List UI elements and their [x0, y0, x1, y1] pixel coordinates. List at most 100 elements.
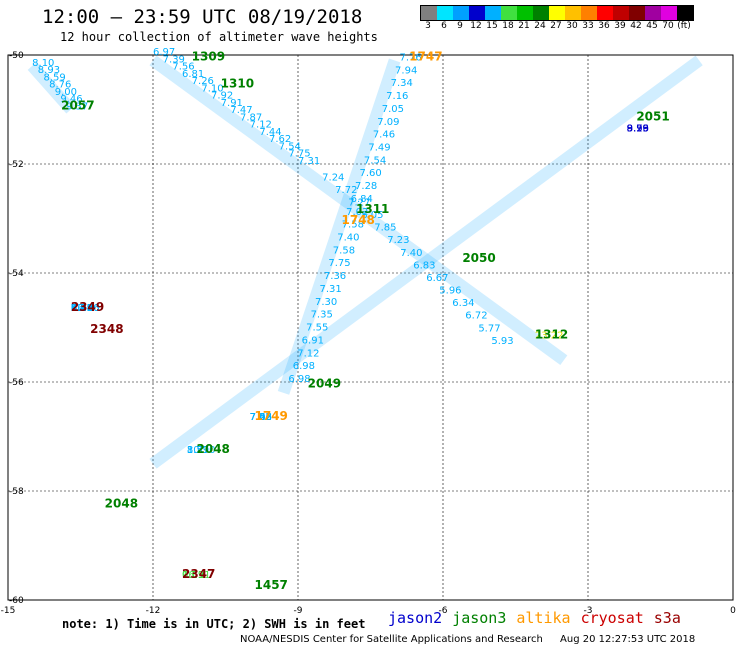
swh-value-label: 7.75: [288, 149, 310, 160]
swh-value-label: 7.36: [324, 271, 346, 282]
colorbar-swatch: [453, 6, 469, 20]
x-tick-label: -3: [584, 606, 593, 616]
x-tick-label: 0: [730, 606, 736, 616]
swh-value-label: 7.02: [346, 207, 368, 218]
colorbar-swatch: [645, 6, 661, 20]
colorbar-swatch: [501, 6, 517, 20]
swh-value-label: 7.56: [250, 412, 272, 423]
swh-value-label: 6.72: [71, 303, 93, 314]
colorbar-label: 45: [646, 21, 658, 31]
colorbar-swatch: [629, 6, 645, 20]
swh-value-label: 7.91: [221, 98, 243, 109]
pass-time-label: 1311: [356, 202, 389, 216]
swh-value-label: 7.12: [250, 120, 272, 131]
swh-value-label: 8.79: [627, 123, 649, 134]
swh-value-label: 6.98: [293, 361, 315, 372]
note-text: note: 1) Time is in UTC; 2) SWH is in fe…: [62, 617, 366, 631]
swh-value-label: 7.72: [335, 185, 357, 196]
colorbar-label: 30: [566, 21, 578, 31]
pass-time-label: 1457: [255, 578, 288, 592]
swh-value-label: 6.34: [452, 298, 474, 309]
swh-value-label: 9.51: [71, 303, 93, 314]
swh-value-label: 7.76: [400, 52, 422, 63]
swh-value-label: 5.95: [71, 303, 93, 314]
colorbar-label: 33: [582, 21, 594, 31]
legend-item-s3a: s3a: [653, 609, 681, 627]
swh-value-label: 8.77: [187, 445, 209, 456]
colorbar-label: 70: [662, 21, 674, 31]
swh-value-label: 7.28: [355, 181, 377, 192]
swh-value-label: 7.35: [71, 303, 93, 314]
y-tick-label: -58: [9, 487, 24, 497]
swh-value-label: 7.46: [373, 130, 395, 141]
y-tick-label: -60: [9, 596, 24, 606]
grid: -15 -12 -9 -6 -3 0 -50 -52 -54 -56 -58 -60: [1, 51, 736, 616]
colorbar-labels: 3 6 9 12 15 18 21 24 27 30 33 36 39 42 45 70 (ft): [420, 21, 694, 31]
colorbar-swatch: [597, 6, 613, 20]
swh-value-label: 6.44: [71, 303, 93, 314]
swh-value-label: 6.74: [71, 303, 93, 314]
colorbar-swatch: [661, 6, 677, 20]
swh-value-label: 7.58: [342, 220, 364, 231]
footer-credit: NOAA/NESDIS Center for Satellite Applica…: [240, 634, 695, 645]
swh-value-label: 8.05: [361, 210, 383, 221]
colorbar-label: 12: [470, 21, 482, 31]
pass-time-label: 1749: [255, 409, 288, 423]
pass-time-label: 2048: [197, 442, 230, 456]
swh-value-label: 9.37: [66, 102, 88, 113]
swh-value-label: 7.62: [250, 412, 272, 423]
swh-value-label: 9.00: [55, 87, 77, 98]
swh-value-label: 6.81: [182, 69, 204, 80]
swh-value-label: 7.54: [364, 155, 386, 166]
colorbar-swatch: [581, 6, 597, 20]
legend-item-jason2: jason2: [388, 609, 443, 627]
y-tick-label: -50: [9, 51, 24, 61]
swh-value-label: 0.59: [71, 303, 93, 314]
colorbar-swatch: [613, 6, 629, 20]
swh-value-label: 5.96: [439, 286, 461, 297]
page-subtitle: 12 hour collection of altimeter wave hei…: [60, 30, 378, 44]
colorbar-label: 24: [534, 21, 546, 31]
colorbar-label: 39: [614, 21, 626, 31]
swh-value-label: 7.47: [230, 105, 252, 116]
swh-value-label: 7.35: [311, 310, 333, 321]
swh-value-label: 7.16: [386, 91, 408, 102]
swh-value-label: 7.60: [359, 168, 381, 179]
swh-value-label: 7.31: [298, 156, 320, 167]
colorbar-label: (ft): [677, 21, 691, 31]
swh-value-label: 1.92: [71, 303, 93, 314]
swh-value-label: 7.40: [337, 233, 359, 244]
swh-value-label: 7.39: [163, 54, 185, 65]
colorbar-label: 9: [457, 21, 463, 31]
swh-value-label: 5.53: [71, 303, 93, 314]
colorbar-swatch: [677, 6, 693, 20]
colorbar-swatch: [469, 6, 485, 20]
swh-value-label: 6.84: [351, 194, 373, 205]
swh-value-label: 7.09: [377, 117, 399, 128]
swh-value-label: 7.27: [348, 198, 370, 209]
swh-value-label: 7.87: [240, 112, 262, 123]
pass-time-label: 1310: [221, 77, 254, 91]
footer-note: note: 1) Time is in UTC; 2) SWH is in fe…: [62, 613, 365, 632]
swh-value-label: 8.59: [43, 72, 65, 83]
colorbar-label: 18: [502, 21, 514, 31]
swh-value-label: 6.97: [153, 47, 175, 58]
swh-value-label: 6.21: [71, 303, 93, 314]
swh-value-label: 7.49: [368, 142, 390, 153]
swh-value-label: 26.46: [71, 303, 100, 314]
swh-value-label: 8.10: [32, 58, 54, 69]
swh-value-label: 6.72: [465, 311, 487, 322]
swh-value-label: 7.10: [201, 83, 223, 94]
swh-value-label: 7.54: [279, 141, 301, 152]
track-band: [27, 61, 76, 114]
pass-time-label: 1747: [409, 49, 442, 63]
swh-value-label: 0.59: [182, 570, 204, 581]
track-layer: [27, 55, 703, 469]
colorbar-swatch: [565, 6, 581, 20]
header: 12:00 – 23:59 UTC 08/19/2018 12 hour col…: [42, 6, 378, 44]
swh-value-label: 16.11: [182, 570, 211, 581]
swh-value-label: 7.55: [71, 303, 93, 314]
pass-time-label: 2051: [636, 109, 669, 123]
legend: jason2 jason3 altika cryosat s3a: [388, 609, 681, 627]
